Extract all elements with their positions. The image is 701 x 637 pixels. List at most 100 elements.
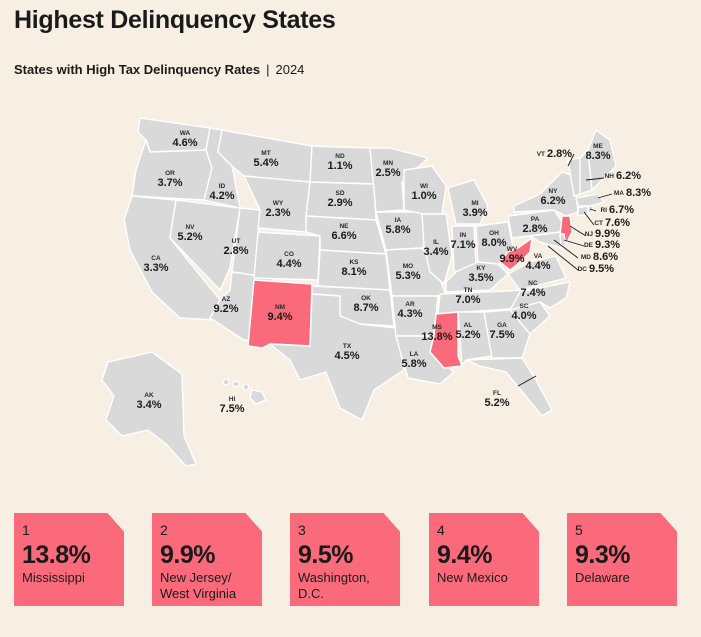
state-label-pa-abbr: PA: [531, 216, 540, 223]
state-label-mo-value: 5.3%: [395, 270, 420, 282]
state-label-nd-value: 1.1%: [327, 160, 352, 172]
state-label-ms-abbr: MS: [432, 324, 442, 331]
state-label-dc-value: 9.5%: [589, 263, 614, 275]
rank-number: 1: [22, 522, 30, 538]
state-label-nc-value: 7.4%: [520, 287, 545, 299]
page-subtitle: States with High Tax Delinquency Rates | 2…: [14, 62, 304, 77]
state-ak[interactable]: [101, 351, 197, 467]
rank-number: 3: [298, 522, 306, 538]
state-label-mt-value: 5.4%: [253, 157, 278, 169]
state-ny[interactable]: [513, 171, 579, 217]
state-label-va-abbr: VA: [534, 253, 543, 260]
state-label-nm-value: 9.4%: [267, 311, 292, 323]
rank-number: 5: [575, 522, 583, 538]
state-label-sd-value: 2.9%: [327, 197, 352, 209]
state-al[interactable]: [457, 311, 493, 367]
state-il[interactable]: [421, 213, 453, 285]
subtitle-label: States with High Tax Delinquency Rates: [14, 62, 261, 77]
state-tx[interactable]: [269, 293, 405, 421]
state-label-ia-abbr: IA: [395, 217, 402, 224]
state-label-mi-value: 3.9%: [462, 207, 487, 219]
state-label-ri-abbr: RI: [601, 207, 608, 214]
state-ma[interactable]: [575, 193, 605, 207]
state-label-ar-abbr: AR: [405, 301, 415, 308]
state-ct[interactable]: [577, 205, 589, 217]
state-label-fl-abbr: FL: [493, 390, 501, 397]
rank-card-3: 3 9.5% Washington, D.C.: [290, 513, 400, 606]
state-label-in-value: 7.1%: [450, 239, 475, 251]
state-label-az-value: 9.2%: [213, 303, 238, 315]
state-va[interactable]: [507, 255, 567, 291]
state-label-ct-abbr: CT: [594, 220, 603, 227]
state-fl[interactable]: [465, 357, 553, 417]
state-label-md-value: 8.6%: [593, 251, 618, 263]
state-label-ok-value: 8.7%: [353, 302, 378, 314]
state-ky[interactable]: [445, 261, 509, 293]
state-me[interactable]: [587, 129, 617, 191]
state-label-me-value: 8.3%: [585, 150, 610, 162]
state-label-nv-value: 5.2%: [177, 231, 202, 243]
state-label-ks-abbr: KS: [349, 259, 359, 266]
state-label-ct-value: 7.6%: [605, 217, 630, 229]
state-label-al-value: 5.2%: [455, 329, 480, 341]
state-label-pa-value: 2.8%: [522, 223, 547, 235]
rank-card-2: 2 9.9% New Jersey/ West Virginia: [152, 513, 262, 606]
state-label-ms-value: 13.8%: [421, 331, 452, 343]
state-label-sc-value: 4.0%: [511, 310, 536, 322]
state-label-wi-value: 1.0%: [411, 190, 436, 202]
state-nv[interactable]: [169, 199, 241, 291]
state-label-nm-abbr: NM: [275, 304, 285, 311]
state-label-tx-value: 4.5%: [334, 350, 359, 362]
state-label-ne-value: 6.6%: [331, 230, 356, 242]
state-labels: WA 4.6% OR 3.7% CA 3.3% ID 4.2% NV 5.2% …: [136, 130, 651, 415]
state-label-tn-abbr: TN: [464, 287, 473, 294]
state-label-wv-value: 9.9%: [499, 253, 524, 265]
state-label-co-value: 4.4%: [276, 258, 301, 270]
state-label-oh-abbr: OH: [489, 230, 499, 237]
rank-value: 9.3%: [575, 541, 630, 569]
state-label-vt-value: 2.8%: [547, 148, 572, 160]
rank-state-name: Washington, D.C.: [298, 570, 370, 601]
state-label-nv-abbr: NV: [185, 224, 195, 231]
state-label-ma-value: 8.3%: [626, 187, 651, 199]
subtitle-year: 2024: [275, 62, 305, 77]
state-de[interactable]: [559, 233, 567, 247]
rank-state-name: New Mexico: [437, 570, 508, 585]
leader-lines: [517, 153, 613, 387]
state-label-ar-value: 4.3%: [397, 308, 422, 320]
state-label-ga-value: 7.5%: [489, 329, 514, 341]
state-label-wy-abbr: WY: [273, 200, 284, 207]
state-label-wa-value: 4.6%: [172, 137, 197, 149]
rank-card-1: 1 13.8% Mississippi: [14, 513, 124, 606]
state-wv[interactable]: [499, 237, 533, 271]
us-delinquency-map: WA 4.6% OR 3.7% CA 3.3% ID 4.2% NV 5.2% …: [101, 117, 651, 467]
state-label-hi-value: 7.5%: [219, 403, 244, 415]
state-label-ma-abbr: MA: [614, 190, 624, 197]
state-hi-islands[interactable]: [222, 378, 267, 405]
rank-value: 9.5%: [298, 541, 353, 569]
state-label-ri-value: 6.7%: [609, 204, 634, 216]
state-label-ga-abbr: GA: [497, 322, 507, 329]
state-label-va-value: 4.4%: [525, 260, 550, 272]
state-label-la-abbr: LA: [410, 351, 419, 358]
state-wy[interactable]: [243, 175, 311, 233]
page-title: Highest Delinquency States: [14, 6, 336, 34]
state-label-ne-abbr: NE: [339, 223, 349, 230]
state-ga[interactable]: [483, 309, 531, 359]
rank-value: 9.9%: [160, 541, 215, 569]
rank-value: 13.8%: [22, 541, 91, 569]
state-label-nh-abbr: NH: [605, 173, 615, 180]
state-label-md-abbr: MD: [581, 254, 591, 261]
state-label-dc-abbr: DC: [578, 266, 588, 273]
state-label-tn-value: 7.0%: [455, 294, 480, 306]
state-label-ut-value: 2.8%: [223, 245, 248, 257]
state-label-wv-abbr: WV: [507, 246, 518, 253]
state-label-ca-abbr: CA: [151, 255, 161, 262]
state-label-wa-abbr: WA: [180, 130, 191, 137]
rank-state-name: New Jersey/ West Virginia: [160, 570, 237, 601]
state-label-sd-abbr: SD: [335, 190, 344, 197]
state-mi[interactable]: [447, 179, 489, 225]
state-nc[interactable]: [509, 281, 571, 311]
state-label-fl-value: 5.2%: [484, 397, 509, 409]
rank-number: 2: [160, 522, 168, 538]
